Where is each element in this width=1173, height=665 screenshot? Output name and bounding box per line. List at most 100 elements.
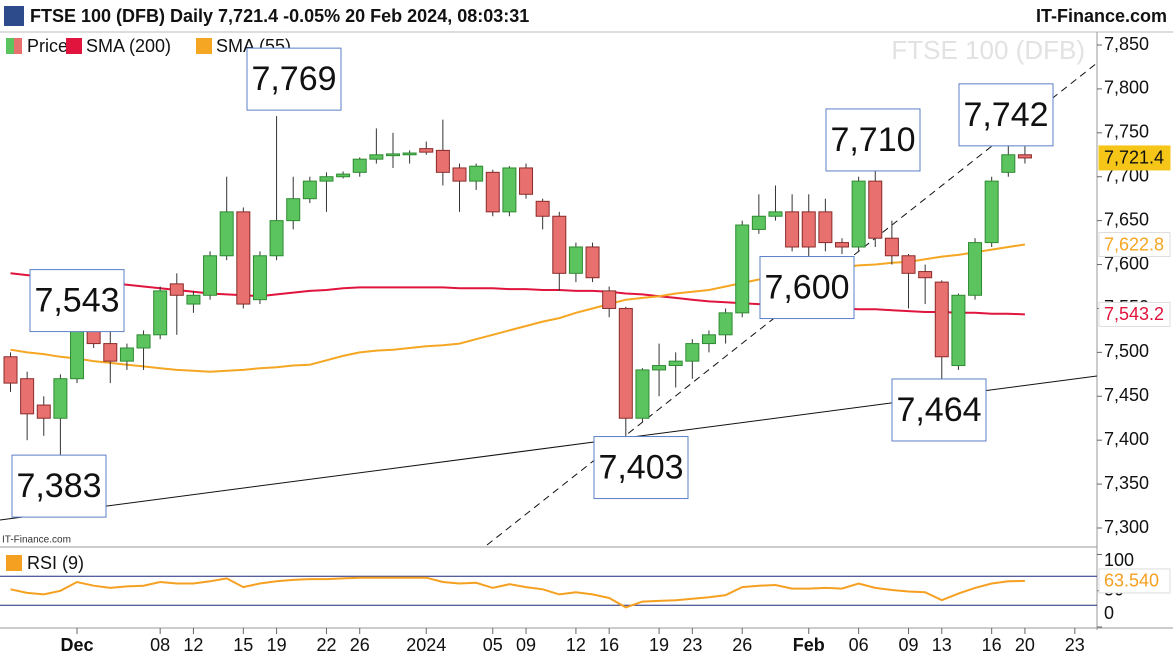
candle-body bbox=[236, 211, 251, 305]
candle-body bbox=[934, 281, 949, 358]
x-tick-label: 16 bbox=[599, 635, 619, 655]
candle-body bbox=[186, 294, 201, 305]
app-icon bbox=[4, 6, 24, 26]
candle-body bbox=[502, 167, 517, 213]
x-tick-label: Feb bbox=[793, 635, 825, 655]
y-tick-label: 7,450 bbox=[1104, 385, 1149, 405]
annotation-label: 7,742 bbox=[963, 96, 1048, 134]
y-tick-label: 7,850 bbox=[1104, 34, 1149, 54]
y-tick-label: 100 bbox=[1104, 550, 1134, 570]
x-tick-label: 12 bbox=[566, 635, 586, 655]
sma-line bbox=[10, 243, 1026, 373]
header-bar bbox=[0, 0, 1173, 32]
candle-body bbox=[818, 211, 833, 244]
candle-body bbox=[53, 378, 68, 419]
candle-body bbox=[835, 242, 849, 248]
legend-label: RSI (9) bbox=[27, 553, 84, 573]
price-tag bbox=[1098, 301, 1171, 327]
annotation-label: 7,383 bbox=[16, 467, 101, 505]
header-title: FTSE 100 (DFB) Daily 7,721.4 -0.05% 20 F… bbox=[30, 6, 529, 26]
watermark: FTSE 100 (DFB) bbox=[891, 35, 1085, 65]
candle-body bbox=[452, 167, 467, 182]
annotation-box bbox=[958, 83, 1054, 147]
annotation-box bbox=[593, 436, 689, 500]
legend-label: SMA (200) bbox=[86, 36, 171, 56]
x-tick-label: 16 bbox=[982, 635, 1002, 655]
x-tick-label: 13 bbox=[932, 635, 952, 655]
y-tick-label: 7,650 bbox=[1104, 209, 1149, 229]
candle-body bbox=[552, 215, 567, 274]
candle-body bbox=[286, 198, 301, 222]
credit: IT-Finance.com bbox=[2, 535, 71, 546]
candle-body bbox=[103, 343, 118, 362]
candle-body bbox=[685, 343, 700, 362]
x-tick-label: 09 bbox=[899, 635, 919, 655]
candle-body bbox=[884, 237, 899, 257]
candle-body bbox=[851, 180, 866, 248]
candle-body bbox=[20, 378, 35, 415]
annotation-label: 7,710 bbox=[830, 121, 915, 159]
candle-body bbox=[1017, 154, 1032, 159]
price-tag bbox=[1098, 145, 1171, 171]
brand: IT-Finance.com bbox=[1036, 6, 1167, 26]
x-tick-label: Dec bbox=[61, 635, 94, 655]
candle-body bbox=[269, 220, 284, 257]
candle-body bbox=[119, 347, 134, 362]
y-tick-label: 7,800 bbox=[1104, 78, 1149, 98]
x-tick-label: 06 bbox=[849, 635, 869, 655]
candle-body bbox=[968, 242, 983, 296]
candle-body bbox=[602, 290, 617, 309]
candle-body bbox=[369, 154, 384, 160]
x-tick-label: 20 bbox=[1015, 635, 1035, 655]
annotation-label: 7,600 bbox=[764, 269, 849, 307]
annotation-box bbox=[825, 108, 921, 172]
candle-body bbox=[385, 153, 400, 157]
legend-swatch bbox=[66, 38, 82, 54]
candle-body bbox=[485, 171, 500, 213]
annotation-label: 7,403 bbox=[598, 449, 683, 487]
candle-body bbox=[735, 224, 750, 314]
legend-swatch bbox=[196, 38, 212, 54]
candle-body bbox=[153, 290, 168, 336]
candle-body bbox=[652, 365, 667, 371]
candle-body bbox=[585, 246, 600, 279]
annotation-box bbox=[11, 454, 107, 518]
candle-body bbox=[618, 307, 633, 419]
candle-body bbox=[535, 200, 550, 217]
candle-body bbox=[751, 215, 766, 230]
price-tag-label: 7,721.4 bbox=[1104, 148, 1164, 168]
candle-body bbox=[901, 255, 916, 274]
candle-body bbox=[568, 246, 583, 274]
x-tick-label: 19 bbox=[649, 635, 669, 655]
x-tick-label: 26 bbox=[350, 635, 370, 655]
y-tick-label: 7,300 bbox=[1104, 517, 1149, 537]
candle-body bbox=[169, 283, 184, 296]
x-tick-label: 12 bbox=[183, 635, 203, 655]
value-tag bbox=[1098, 568, 1171, 594]
candle-body bbox=[768, 211, 783, 217]
x-tick-label: 23 bbox=[682, 635, 702, 655]
price-tag-label: 7,543.2 bbox=[1104, 304, 1164, 324]
annotation-box bbox=[246, 47, 342, 111]
y-tick-label: 7,750 bbox=[1104, 122, 1149, 142]
candle-body bbox=[918, 271, 933, 279]
x-tick-label: 26 bbox=[732, 635, 752, 655]
candle-body bbox=[785, 211, 800, 248]
candle-body bbox=[336, 173, 351, 178]
legend-swatch bbox=[6, 38, 14, 54]
y-tick-label: 7,600 bbox=[1104, 253, 1149, 273]
candle-body bbox=[435, 149, 450, 173]
annotation-box bbox=[891, 378, 987, 442]
legend-swatch bbox=[6, 555, 22, 571]
candle-body bbox=[36, 404, 51, 419]
x-tick-label: 05 bbox=[483, 635, 503, 655]
value-tag-label: 63.540 bbox=[1104, 571, 1159, 591]
x-tick-label: 22 bbox=[316, 635, 336, 655]
candle-body bbox=[801, 211, 816, 248]
candle-body bbox=[868, 180, 883, 239]
y-tick-label: 7,350 bbox=[1104, 473, 1149, 493]
legend-swatch bbox=[14, 38, 22, 54]
candle-body bbox=[469, 165, 484, 182]
candle-body bbox=[352, 158, 367, 173]
